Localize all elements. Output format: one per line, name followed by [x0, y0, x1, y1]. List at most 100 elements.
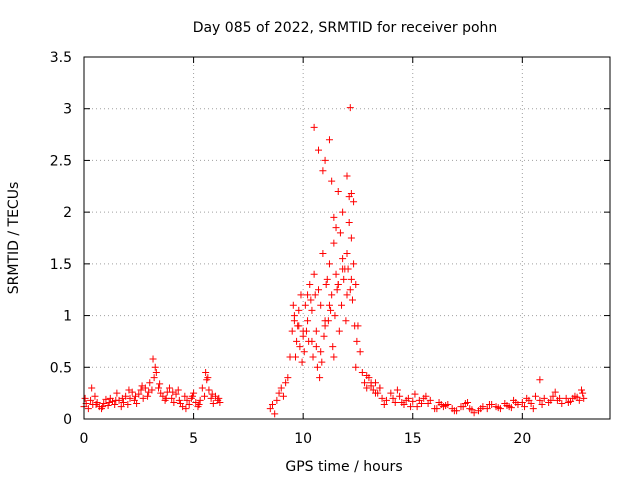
data-point: [518, 398, 526, 406]
data-point: [88, 384, 96, 392]
data-point: [328, 177, 336, 185]
data-point: [170, 398, 178, 406]
x-axis-label: GPS time / hours: [285, 459, 402, 475]
data-point: [328, 291, 336, 299]
data-point: [407, 403, 415, 411]
data-point: [304, 291, 312, 299]
data-point: [268, 401, 276, 409]
data-point: [382, 396, 390, 404]
data-point: [308, 306, 316, 314]
data-point: [507, 404, 515, 412]
data-point: [347, 275, 355, 283]
data-point: [309, 353, 317, 361]
y-tick-label: 3: [63, 102, 72, 118]
data-point: [330, 239, 338, 247]
data-point: [100, 399, 108, 407]
data-point: [319, 250, 327, 258]
data-point: [275, 389, 283, 397]
data-point: [353, 337, 361, 345]
data-point: [284, 374, 292, 382]
data-point: [393, 386, 401, 394]
x-tick-label: 10: [294, 431, 312, 447]
data-point: [190, 389, 198, 397]
data-point: [215, 394, 223, 402]
data-point: [352, 281, 360, 289]
data-point: [146, 379, 154, 387]
x-tick-label: 0: [80, 431, 89, 447]
data-point: [306, 281, 314, 289]
data-point: [351, 322, 359, 330]
data-point: [494, 404, 502, 412]
data-point: [525, 396, 533, 404]
data-point: [216, 398, 224, 406]
data-point: [325, 136, 333, 144]
x-tick-label: 20: [513, 431, 531, 447]
data-point: [311, 291, 319, 299]
data-point: [205, 386, 213, 394]
data-point: [578, 386, 586, 394]
data-point: [289, 301, 297, 309]
data-point: [334, 187, 342, 195]
data-point: [198, 384, 206, 392]
y-axis-label: SRMTID / TECUs: [6, 182, 22, 295]
data-point: [367, 379, 375, 387]
data-point: [295, 306, 303, 314]
y-tick-label: 0: [63, 412, 72, 428]
data-point: [175, 396, 183, 404]
data-point: [209, 399, 217, 407]
data-point: [415, 396, 423, 404]
data-point: [549, 392, 557, 400]
data-point: [105, 398, 113, 406]
y-axis-ticks: 0 0.5 1 1.5 2 2.5 3 3.5: [50, 50, 610, 428]
data-point: [356, 348, 364, 356]
data-point: [329, 343, 337, 351]
data-point: [310, 123, 318, 131]
data-point: [538, 401, 546, 409]
data-point: [564, 398, 572, 406]
data-point: [339, 265, 347, 273]
data-point: [398, 398, 406, 406]
x-axis-ticks: 0 5 10 15 20: [80, 57, 531, 447]
data-point: [345, 218, 353, 226]
data-point: [363, 372, 371, 380]
data-point: [149, 355, 157, 363]
data-point: [312, 343, 320, 351]
data-point: [288, 327, 296, 335]
data-point: [327, 306, 335, 314]
data-point: [512, 398, 520, 406]
data-point: [420, 394, 428, 402]
data-point: [459, 403, 467, 411]
data-point: [477, 405, 485, 413]
data-point: [361, 379, 369, 387]
data-point: [307, 296, 315, 304]
data-point: [84, 405, 92, 413]
data-point: [350, 260, 358, 268]
data-point: [102, 395, 110, 403]
data-point: [343, 291, 351, 299]
data-point: [521, 403, 529, 411]
data-point: [411, 390, 419, 398]
chart-title: Day 085 of 2022, SRMTID for receiver poh…: [193, 20, 498, 36]
data-point: [266, 405, 274, 413]
data-point: [124, 401, 132, 409]
data-point: [333, 286, 341, 294]
data-point: [317, 301, 325, 309]
data-point: [117, 403, 125, 411]
data-point: [332, 224, 340, 232]
data-point: [313, 363, 321, 371]
data-point: [162, 394, 170, 402]
data-point: [442, 402, 450, 410]
data-point: [391, 398, 399, 406]
data-point: [322, 281, 330, 289]
data-point: [340, 275, 348, 283]
data-point: [271, 410, 279, 418]
data-point: [182, 405, 190, 413]
data-points: [80, 104, 588, 418]
data-point: [336, 229, 344, 237]
data-point: [389, 394, 397, 402]
data-point: [339, 208, 347, 216]
data-point: [556, 394, 564, 402]
data-point: [155, 384, 163, 392]
data-point: [347, 190, 355, 198]
data-point: [323, 275, 331, 283]
